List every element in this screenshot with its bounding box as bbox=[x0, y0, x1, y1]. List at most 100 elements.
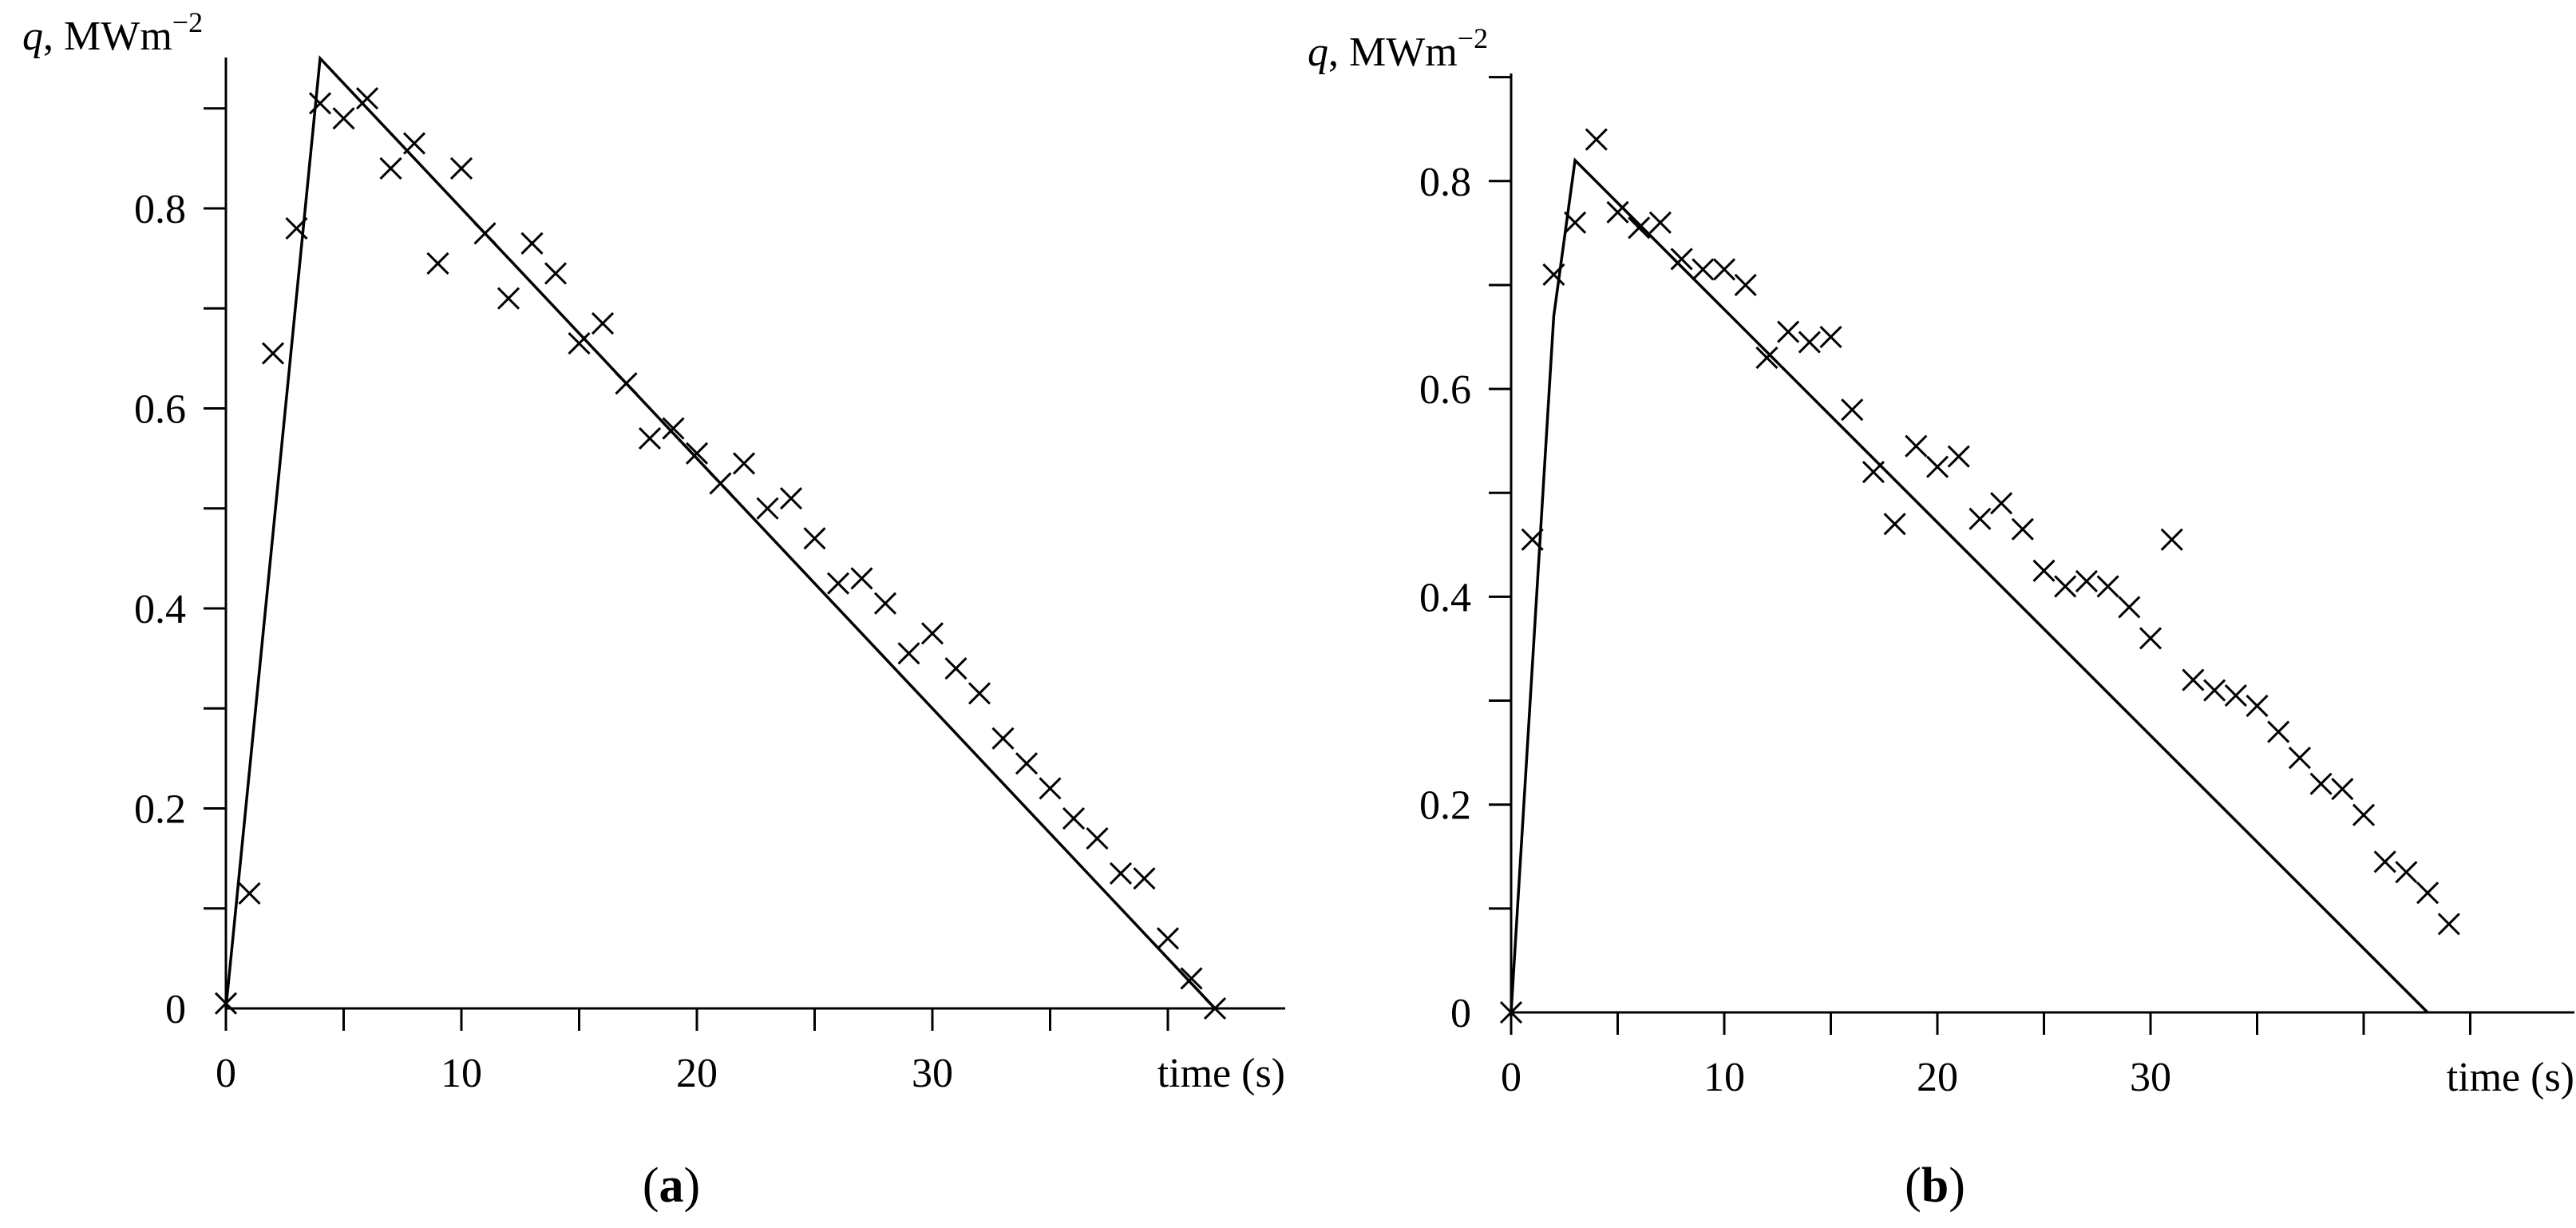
y-axis-title: q, MWm−2 bbox=[1308, 22, 1488, 75]
data-point bbox=[2246, 694, 2269, 718]
data-point bbox=[568, 332, 591, 355]
data-point bbox=[379, 156, 402, 180]
data-point bbox=[308, 92, 332, 115]
y-tick-label: 0.6 bbox=[134, 387, 186, 433]
data-point bbox=[991, 727, 1015, 750]
data-point bbox=[1062, 806, 1086, 830]
y-axis-title: q, MWm−2 bbox=[22, 6, 203, 59]
data-point bbox=[615, 372, 638, 395]
data-point bbox=[1648, 211, 1672, 234]
data-point bbox=[1015, 752, 1039, 775]
data-point bbox=[2075, 569, 2098, 592]
x-tick-label: 20 bbox=[1917, 1055, 1958, 1100]
chart-panel-a: 0 0.2 0.4 0.6 0.8 0 10 20 30 time (s) q, MWm−2 (a) bbox=[22, 6, 1285, 1213]
chart-panel-b: 0 0.2 0.4 0.6 0.8 0 10 20 30 time (s) q, MWm−2 (b) bbox=[1308, 22, 2574, 1213]
data-point bbox=[520, 232, 544, 255]
y-tick-label: 0.4 bbox=[134, 587, 186, 632]
data-point bbox=[261, 342, 285, 365]
x-tick-label: 30 bbox=[2130, 1055, 2171, 1100]
fit-line bbox=[224, 55, 1217, 1010]
data-point bbox=[1819, 325, 1842, 349]
data-point bbox=[2182, 668, 2205, 691]
data-point bbox=[803, 527, 826, 550]
data-point bbox=[238, 881, 261, 905]
data-point bbox=[544, 262, 568, 285]
x-tick-label: 0 bbox=[216, 1051, 236, 1096]
data-point bbox=[1883, 513, 1906, 536]
fit-line bbox=[1510, 157, 2429, 1014]
y-tick-label: 0 bbox=[165, 987, 186, 1032]
data-point bbox=[1755, 346, 1779, 370]
data-point bbox=[662, 417, 685, 440]
data-point bbox=[1628, 216, 1651, 240]
x-axis-title: time (s) bbox=[1157, 1051, 1285, 1096]
data-point bbox=[779, 487, 803, 510]
data-point bbox=[1947, 445, 1970, 468]
y-tick-label: 0.8 bbox=[134, 187, 186, 232]
x-tick-label: 20 bbox=[676, 1051, 718, 1096]
data-point bbox=[2118, 596, 2141, 619]
data-point bbox=[1862, 461, 1885, 484]
x-axis-title: time (s) bbox=[2447, 1055, 2574, 1100]
data-point bbox=[1692, 258, 1715, 281]
data-point bbox=[285, 216, 308, 240]
y-tick-label: 0 bbox=[1450, 991, 1471, 1036]
data-point bbox=[1798, 331, 1821, 354]
data-point bbox=[591, 311, 615, 335]
data-point bbox=[944, 657, 967, 680]
y-tick-label: 0.6 bbox=[1419, 367, 1471, 413]
data-point bbox=[2139, 627, 2162, 650]
data-point bbox=[1499, 1000, 1523, 1024]
data-point bbox=[1670, 248, 1693, 271]
data-point bbox=[2203, 679, 2226, 702]
data-point bbox=[967, 682, 991, 705]
x-tick-label: 0 bbox=[1501, 1055, 1521, 1100]
data-point bbox=[2309, 772, 2333, 795]
data-point bbox=[2437, 913, 2460, 936]
data-point bbox=[2395, 861, 2418, 884]
data-point bbox=[1925, 455, 1949, 478]
data-point bbox=[1156, 927, 1180, 950]
x-tick-label: 10 bbox=[441, 1051, 482, 1096]
data-point bbox=[1521, 528, 1544, 551]
data-point bbox=[638, 427, 662, 450]
data-point bbox=[2054, 575, 2077, 598]
y-tick-label: 0.8 bbox=[1419, 160, 1471, 205]
data-point bbox=[1086, 827, 1109, 850]
data-point bbox=[1180, 967, 1203, 990]
data-point bbox=[2160, 528, 2183, 551]
data-point bbox=[1585, 128, 1608, 151]
data-point bbox=[1133, 867, 1156, 890]
data-point bbox=[1039, 777, 1062, 800]
y-tick-label: 0.2 bbox=[1419, 783, 1471, 829]
data-point bbox=[732, 452, 756, 475]
data-point bbox=[2288, 747, 2311, 770]
data-point bbox=[850, 567, 873, 590]
data-point bbox=[497, 287, 520, 310]
data-point bbox=[1777, 320, 1800, 343]
data-point bbox=[214, 992, 238, 1015]
data-point bbox=[1905, 434, 1928, 458]
data-point bbox=[920, 622, 944, 645]
data-point bbox=[1841, 398, 1864, 422]
y-tick-label: 0.2 bbox=[134, 787, 186, 833]
data-point bbox=[2331, 778, 2354, 801]
data-point bbox=[449, 156, 473, 180]
panel-label: (b) bbox=[1905, 1159, 1965, 1213]
data-point bbox=[897, 642, 920, 665]
panel-label: (a) bbox=[643, 1159, 700, 1213]
data-point bbox=[756, 497, 779, 520]
data-point bbox=[2373, 850, 2396, 873]
data-point bbox=[873, 592, 897, 615]
data-point bbox=[685, 442, 709, 465]
data-point bbox=[2352, 803, 2376, 826]
data-point bbox=[2224, 683, 2247, 707]
x-tick-label: 30 bbox=[912, 1051, 953, 1096]
data-point bbox=[1969, 507, 1992, 530]
data-point bbox=[473, 222, 497, 245]
data-point bbox=[2267, 720, 2290, 743]
data-point bbox=[2096, 575, 2119, 598]
data-point bbox=[1203, 996, 1227, 1020]
data-point bbox=[2416, 881, 2439, 905]
